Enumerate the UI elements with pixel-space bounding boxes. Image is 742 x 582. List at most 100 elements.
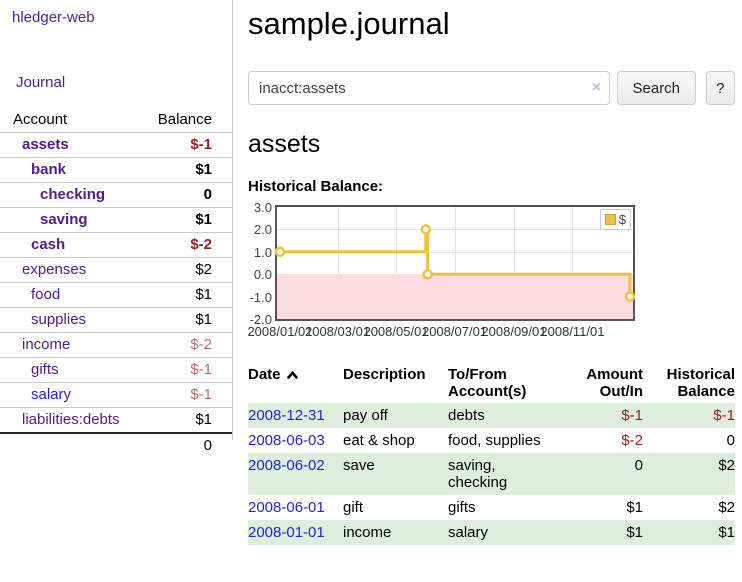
app-title-link[interactable]: hledger-web [12,9,95,26]
help-button[interactable]: ? [705,71,735,105]
vgrid [338,207,339,319]
account-balance: $-2 [190,336,212,353]
transaction-accounts: salary [448,524,489,541]
y-axis-tick: -1.0 [249,289,272,305]
accounts-total-value: 0 [203,437,212,454]
sidebar-account-supplies[interactable]: supplies [31,311,87,328]
accounts-header-balance: Balance [157,111,212,128]
clear-search-icon[interactable]: × [591,79,601,96]
legend-swatch-icon [604,214,616,225]
transaction-balance: $2 [718,499,735,516]
hgrid [277,229,633,231]
legend-label: $ [618,212,626,227]
hgrid [277,251,633,253]
data-point-marker [420,224,432,235]
y-axis-tick: -2.0 [249,312,272,327]
x-axis-tick: 2008/03/01 [304,324,371,339]
account-row: income $-2 [0,332,232,357]
register-table: Date Description To/From Account(s) Amou… [248,363,735,545]
transaction-balance: $-1 [713,407,735,424]
transaction-description: income [343,524,392,541]
sort-ascending-icon [286,367,299,384]
account-row: bank $1 [0,157,232,182]
transaction-date-link[interactable]: 2008-06-03 [248,432,325,449]
sidebar-account-cash[interactable]: cash [31,236,66,253]
transaction-amount: 0 [634,457,643,474]
account-row: expenses $2 [0,257,232,282]
account-balance: $1 [195,311,212,328]
account-row: saving $1 [0,207,232,232]
account-row: food $1 [0,282,232,307]
transaction-accounts: food, supplies [448,432,541,449]
sidebar-account-liabilities-debts[interactable]: liabilities:debts [22,411,120,428]
account-balance: $1 [195,411,212,428]
transaction-description: save [343,457,375,474]
transaction-amount: $-2 [621,432,643,449]
sidebar-account-income[interactable]: income [22,336,71,353]
y-axis-tick: 3.0 [253,200,272,215]
search-button[interactable]: Search [617,71,696,105]
register-row[interactable]: 2008-06-03 eat & shop food, supplies $-2… [248,428,735,453]
account-row: assets $-1 [0,132,232,157]
transaction-date-link[interactable]: 2008-12-31 [248,407,325,424]
sidebar-account-salary[interactable]: salary [31,386,72,403]
account-row: cash $-2 [0,232,232,257]
chart-legend: $ [599,209,631,230]
col-header-date[interactable]: Date [248,363,343,403]
sidebar: hledger-web Journal Account Balance asse… [0,0,233,454]
vgrid [396,207,397,319]
register-row[interactable]: 2008-01-01 income salary $1 $1 [248,520,735,545]
col-header-balance: Historical Balance [666,366,735,400]
sidebar-account-saving[interactable]: saving [40,211,88,228]
accounts-header: Account Balance [0,109,232,132]
account-row: gifts $-1 [0,357,232,382]
register-row[interactable]: 2008-12-31 pay off debts $-1 $-1 [248,403,735,428]
register-row[interactable]: 2008-06-02 save saving, checking 0 $2 [248,453,735,495]
account-heading: assets [248,130,321,158]
transaction-description: gift [343,499,364,516]
sidebar-account-assets[interactable]: assets [22,136,69,153]
accounts-header-account: Account [13,111,68,128]
sidebar-account-bank[interactable]: bank [31,161,67,178]
sidebar-account-gifts[interactable]: gifts [31,361,59,378]
transaction-date-link[interactable]: 2008-06-02 [248,457,325,474]
y-axis-tick: 2.0 [253,222,272,238]
nav-journal-link[interactable]: Journal [16,74,66,91]
vgrid [514,207,515,319]
transaction-balance: $2 [718,457,735,474]
account-row: checking 0 [0,182,232,207]
account-balance: $-1 [190,136,212,153]
vgrid [455,207,456,319]
search-form: × Search ? [248,71,735,105]
account-balance: $1 [195,286,212,303]
transaction-description: pay off [343,407,388,424]
data-point-marker [422,268,433,280]
account-balance: $-1 [190,361,212,378]
vgrid [572,207,573,319]
col-header-accounts: To/From Account(s) [448,366,527,400]
account-balance: $-1 [190,386,212,403]
account-balance: 0 [203,186,212,203]
transaction-date-link[interactable]: 2008-06-01 [248,499,325,516]
transaction-balance: $1 [718,524,735,541]
transaction-accounts: debts [448,407,485,424]
transaction-date-link[interactable]: 2008-01-01 [248,524,325,541]
x-axis-tick: 2008/07/01 [421,324,488,339]
register-header-row: Date Description To/From Account(s) Amou… [248,363,735,403]
account-balance: $2 [195,261,212,278]
page-title: sample.journal [248,6,450,41]
transaction-amount: $1 [626,499,643,516]
col-header-date-label: Date [248,366,281,383]
sidebar-account-expenses[interactable]: expenses [22,261,87,278]
register-row[interactable]: 2008-06-01 gift gifts $1 $2 [248,495,735,520]
neg-region [277,274,633,319]
data-point-marker [274,246,286,258]
search-input[interactable] [248,71,610,105]
sidebar-account-checking[interactable]: checking [40,186,106,203]
chart-plot-area[interactable]: $ [274,205,636,321]
sidebar-account-food[interactable]: food [31,286,61,303]
x-axis-tick: 2008/09/01 [481,324,547,339]
account-row: supplies $1 [0,307,232,332]
col-header-description: Description [343,366,426,383]
